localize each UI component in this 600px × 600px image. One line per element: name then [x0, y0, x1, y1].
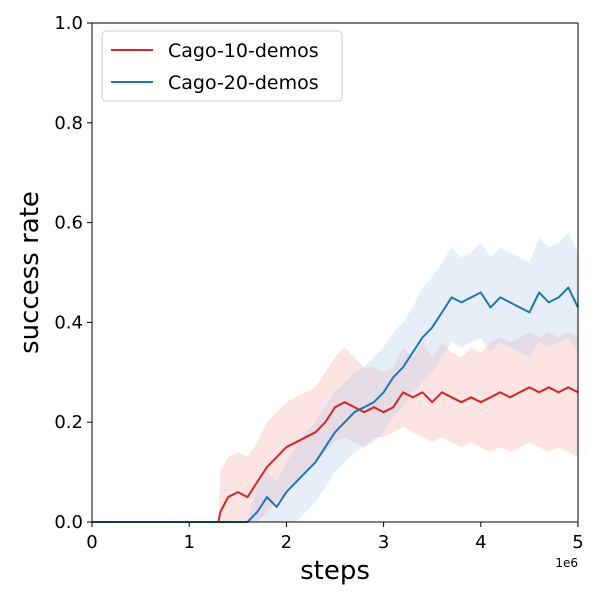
plot-area-frame — [91, 22, 579, 523]
x-tick-label: 0 — [86, 532, 97, 553]
x-tick-label: 1 — [183, 532, 194, 553]
x-tick-label: 2 — [281, 532, 292, 553]
series-line-2 — [92, 286, 579, 523]
confidence-bands — [92, 232, 578, 522]
y-tick-label: 0.6 — [54, 213, 83, 234]
y-tick-label: 1.0 — [54, 13, 83, 34]
series-lines — [92, 286, 579, 523]
y-axis-ticks: 0.0 0.2 0.4 0.6 0.8 1.0 — [54, 13, 92, 533]
y-tick-label: 0.4 — [54, 312, 83, 333]
y-axis-title: success rate — [15, 191, 45, 354]
legend: Cago-10-demos Cago-20-demos — [101, 30, 343, 102]
y-tick-label: 0.2 — [54, 412, 83, 433]
x-axis-ticks: 0 1 2 3 4 5 — [86, 522, 584, 553]
legend-label-1: Cago-10-demos — [168, 40, 319, 62]
legend-label-2: Cago-20-demos — [168, 72, 319, 94]
series-line-1 — [92, 386, 579, 523]
confidence-band-2 — [92, 232, 578, 522]
confidence-band-1 — [92, 332, 578, 522]
legend-frame — [101, 30, 343, 102]
y-tick-label: 0.8 — [54, 113, 83, 134]
x-tick-label: 3 — [378, 532, 389, 553]
y-tick-label: 0.0 — [54, 512, 83, 533]
x-axis-title: steps — [300, 556, 370, 586]
x-axis-offset-label: 1e6 — [555, 556, 578, 570]
x-tick-label: 4 — [475, 532, 486, 553]
x-tick-label: 5 — [572, 532, 583, 553]
